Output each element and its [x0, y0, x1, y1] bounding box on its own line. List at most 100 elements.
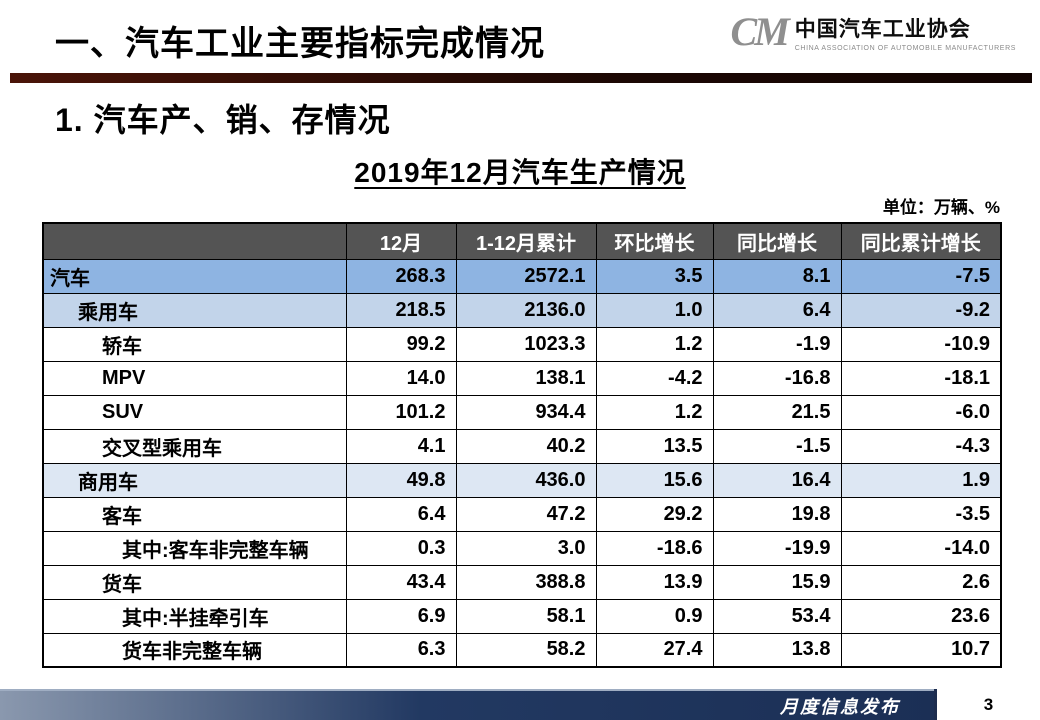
- row-value: 218.5: [345, 292, 457, 328]
- row-value: 23.6: [840, 598, 1002, 634]
- row-value: -1.9: [712, 326, 842, 362]
- row-value: 47.2: [455, 496, 597, 532]
- row-value: 3.5: [595, 258, 714, 294]
- row-value: -9.2: [840, 292, 1002, 328]
- row-value: 13.8: [712, 632, 842, 668]
- col-header-yoy-cumulative-growth: 同比累计增长: [840, 222, 1002, 260]
- row-value: 58.2: [455, 632, 597, 668]
- row-label: 货车非完整车辆: [42, 632, 347, 668]
- row-value: 934.4: [455, 394, 597, 430]
- row-value: 16.4: [712, 462, 842, 498]
- table-title: 2019年12月汽车生产情况: [354, 157, 686, 188]
- row-value: -3.5: [840, 496, 1002, 532]
- row-label: 商用车: [42, 462, 347, 498]
- row-value: -18.1: [840, 360, 1002, 396]
- row-value: -7.5: [840, 258, 1002, 294]
- row-value: 2136.0: [455, 292, 597, 328]
- table-body: 汽车 268.3 2572.1 3.5 8.1 -7.5 乘用车 218.5 2…: [42, 258, 1002, 668]
- row-value: 6.4: [345, 496, 457, 532]
- row-value: 8.1: [712, 258, 842, 294]
- row-label: MPV: [42, 360, 347, 396]
- row-value: 53.4: [712, 598, 842, 634]
- row-value: 268.3: [345, 258, 457, 294]
- row-value: 1.2: [595, 326, 714, 362]
- row-value: -19.9: [712, 530, 842, 566]
- row-value: 29.2: [595, 496, 714, 532]
- row-value: 43.4: [345, 564, 457, 600]
- row-value: 13.5: [595, 428, 714, 464]
- footer-label: 月度信息发布: [780, 696, 900, 717]
- table-row: 商用车 49.8 436.0 15.6 16.4 1.9: [42, 462, 1002, 498]
- row-value: 436.0: [455, 462, 597, 498]
- table-row: 货车非完整车辆 6.3 58.2 27.4 13.8 10.7: [42, 632, 1002, 668]
- row-value: 0.9: [595, 598, 714, 634]
- row-value: -1.5: [712, 428, 842, 464]
- row-label: 轿车: [42, 326, 347, 362]
- table-row: 轿车 99.2 1023.3 1.2 -1.9 -10.9: [42, 326, 1002, 362]
- row-value: 6.3: [345, 632, 457, 668]
- caam-logo: CM 中国汽车工业协会 CHINA ASSOCIATION OF AUTOMOB…: [731, 12, 1016, 52]
- row-value: 1.2: [595, 394, 714, 430]
- table-row: SUV 101.2 934.4 1.2 21.5 -6.0: [42, 394, 1002, 430]
- row-value: 0.3: [345, 530, 457, 566]
- unit-note: 单位：万辆、%: [882, 198, 1000, 217]
- row-value: 13.9: [595, 564, 714, 600]
- row-value: -10.9: [840, 326, 1002, 362]
- col-header-mom-growth: 环比增长: [595, 222, 714, 260]
- row-value: 21.5: [712, 394, 842, 430]
- row-label: 其中:半挂牵引车: [42, 598, 347, 634]
- col-header-yoy-growth: 同比增长: [712, 222, 842, 260]
- title-underline-bar: [10, 73, 1032, 83]
- row-label: 货车: [42, 564, 347, 600]
- page-number: 3: [934, 689, 1040, 720]
- production-table: 12月 1-12月累计 环比增长 同比增长 同比累计增长 汽车 268.3 25…: [42, 222, 1002, 668]
- row-value: 27.4: [595, 632, 714, 668]
- table-row: 交叉型乘用车 4.1 40.2 13.5 -1.5 -4.3: [42, 428, 1002, 464]
- row-value: -18.6: [595, 530, 714, 566]
- row-label: 交叉型乘用车: [42, 428, 347, 464]
- col-header-month: 12月: [345, 222, 457, 260]
- table-row: 货车 43.4 388.8 13.9 15.9 2.6: [42, 564, 1002, 600]
- section-title: 1. 汽车产、销、存情况: [55, 102, 391, 138]
- table-row: 其中:客车非完整车辆 0.3 3.0 -18.6 -19.9 -14.0: [42, 530, 1002, 566]
- row-value: 10.7: [840, 632, 1002, 668]
- row-label: 汽车: [42, 258, 347, 294]
- row-value: 1023.3: [455, 326, 597, 362]
- row-value: -4.2: [595, 360, 714, 396]
- table-row: 汽车 268.3 2572.1 3.5 8.1 -7.5: [42, 258, 1002, 294]
- row-value: 6.9: [345, 598, 457, 634]
- row-value: 138.1: [455, 360, 597, 396]
- row-value: 49.8: [345, 462, 457, 498]
- row-value: 40.2: [455, 428, 597, 464]
- row-value: 4.1: [345, 428, 457, 464]
- table-title-wrap: 2019年12月汽车生产情况: [0, 151, 1040, 191]
- row-value: -14.0: [840, 530, 1002, 566]
- row-value: 2572.1: [455, 258, 597, 294]
- row-label: SUV: [42, 394, 347, 430]
- row-value: 15.6: [595, 462, 714, 498]
- row-value: 1.9: [840, 462, 1002, 498]
- page-title: 一、汽车工业主要指标完成情况: [55, 25, 545, 63]
- top-header: 一、汽车工业主要指标完成情况 CM 中国汽车工业协会 CHINA ASSOCIA…: [0, 0, 1040, 65]
- row-value: 99.2: [345, 326, 457, 362]
- row-value: -4.3: [840, 428, 1002, 464]
- row-value: 58.1: [455, 598, 597, 634]
- row-label: 其中:客车非完整车辆: [42, 530, 347, 566]
- row-value: 3.0: [455, 530, 597, 566]
- row-value: 19.8: [712, 496, 842, 532]
- row-value: 14.0: [345, 360, 457, 396]
- table-header-row: 12月 1-12月累计 环比增长 同比增长 同比累计增长: [42, 222, 1002, 260]
- row-value: 2.6: [840, 564, 1002, 600]
- row-label: 客车: [42, 496, 347, 532]
- row-value: 1.0: [595, 292, 714, 328]
- row-value: -16.8: [712, 360, 842, 396]
- col-header-cumulative: 1-12月累计: [455, 222, 597, 260]
- logo-subtitle: CHINA ASSOCIATION OF AUTOMOBILE MANUFACT…: [794, 44, 1016, 52]
- row-label: 乘用车: [42, 292, 347, 328]
- footer: 月度信息发布 3: [0, 689, 1040, 720]
- table-row: 其中:半挂牵引车 6.9 58.1 0.9 53.4 23.6: [42, 598, 1002, 634]
- row-value: 101.2: [345, 394, 457, 430]
- table-row: 乘用车 218.5 2136.0 1.0 6.4 -9.2: [42, 292, 1002, 328]
- row-value: 388.8: [455, 564, 597, 600]
